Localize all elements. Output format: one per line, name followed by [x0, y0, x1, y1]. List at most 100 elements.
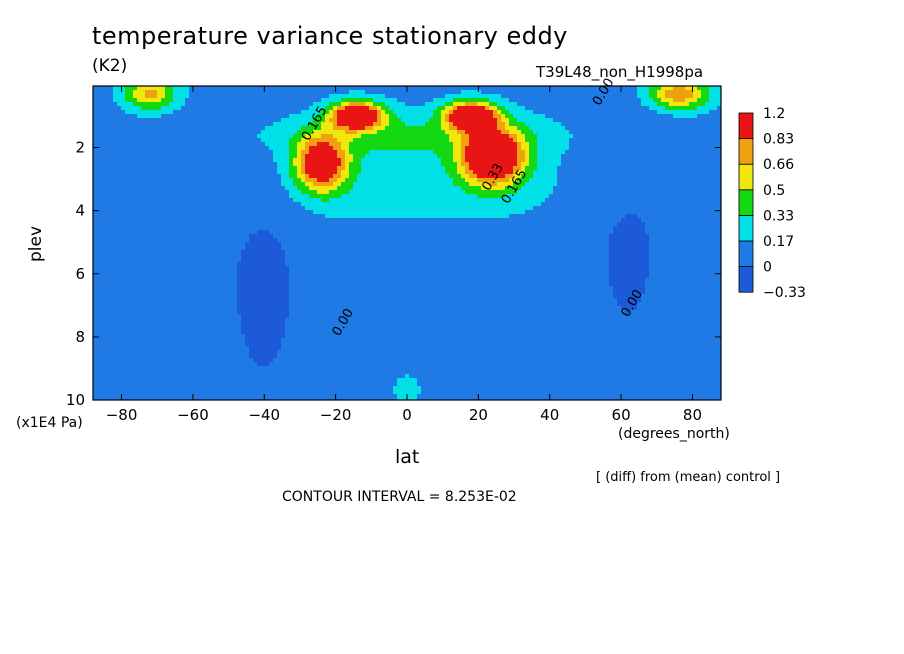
field-cell: [245, 218, 250, 223]
field-cell: [229, 382, 234, 387]
field-cell: [261, 158, 266, 163]
field-cell: [321, 138, 326, 143]
field-cell: [253, 122, 258, 127]
field-cell: [297, 262, 302, 267]
field-cell: [201, 122, 206, 127]
field-cell: [273, 134, 278, 139]
field-cell: [141, 326, 146, 331]
field-cell: [121, 190, 126, 195]
field-cell: [161, 162, 166, 167]
field-cell: [201, 378, 206, 383]
field-cell: [125, 210, 130, 215]
field-cell: [277, 98, 282, 103]
field-cell: [233, 358, 238, 363]
field-cell: [113, 230, 118, 235]
field-cell: [281, 182, 286, 187]
field-cell: [157, 266, 162, 271]
field-cell: [321, 222, 326, 227]
field-cell: [145, 374, 150, 379]
field-cell: [133, 342, 138, 347]
field-cell: [205, 282, 210, 287]
field-cell: [173, 262, 178, 267]
field-cell: [293, 210, 298, 215]
field-cell: [237, 270, 242, 275]
field-cell: [297, 246, 302, 251]
field-cell: [301, 158, 306, 163]
field-cell: [181, 298, 186, 303]
field-cell: [105, 138, 110, 143]
field-cell: [125, 390, 130, 395]
field-cell: [185, 234, 190, 239]
field-cell: [325, 338, 330, 343]
field-cell: [137, 198, 142, 203]
field-cell: [173, 178, 178, 183]
field-cell: [205, 290, 210, 295]
field-cell: [341, 190, 346, 195]
field-cell: [337, 86, 342, 91]
field-cell: [197, 258, 202, 263]
field-cell: [297, 314, 302, 319]
field-cell: [317, 342, 322, 347]
field-cell: [245, 166, 250, 171]
field-cell: [325, 286, 330, 291]
field-cell: [257, 326, 262, 331]
field-cell: [321, 214, 326, 219]
field-cell: [113, 150, 118, 155]
field-cell: [237, 346, 242, 351]
field-cell: [193, 98, 198, 103]
field-cell: [105, 106, 110, 111]
field-cell: [181, 94, 186, 99]
field-cell: [237, 354, 242, 359]
field-cell: [185, 178, 190, 183]
field-cell: [177, 170, 182, 175]
field-cell: [341, 110, 346, 115]
field-cell: [313, 86, 318, 91]
field-cell: [161, 166, 166, 171]
field-cell: [109, 386, 114, 391]
field-cell: [93, 138, 98, 143]
field-cell: [209, 166, 214, 171]
field-cell: [297, 234, 302, 239]
field-cell: [305, 306, 310, 311]
field-cell: [245, 350, 250, 355]
field-cell: [137, 270, 142, 275]
field-cell: [121, 202, 126, 207]
field-cell: [297, 370, 302, 375]
field-cell: [141, 294, 146, 299]
field-cell: [125, 218, 130, 223]
field-cell: [169, 254, 174, 259]
field-cell: [113, 266, 118, 271]
field-cell: [217, 386, 222, 391]
field-cell: [257, 262, 262, 267]
field-cell: [249, 218, 254, 223]
field-cell: [137, 122, 142, 127]
field-cell: [281, 214, 286, 219]
field-cell: [233, 106, 238, 111]
field-cell: [177, 258, 182, 263]
field-cell: [329, 218, 334, 223]
field-cell: [233, 178, 238, 183]
field-cell: [281, 346, 286, 351]
field-cell: [233, 210, 238, 215]
field-cell: [169, 186, 174, 191]
field-cell: [229, 126, 234, 131]
field-cell: [157, 114, 162, 119]
field-cell: [101, 182, 106, 187]
field-cell: [201, 318, 206, 323]
field-cell: [245, 318, 250, 323]
field-cell: [153, 266, 158, 271]
field-cell: [173, 362, 178, 367]
field-cell: [225, 142, 230, 147]
field-cell: [321, 198, 326, 203]
field-cell: [225, 102, 230, 107]
field-cell: [281, 122, 286, 127]
field-cell: [297, 194, 302, 199]
field-cell: [185, 386, 190, 391]
field-cell: [185, 382, 190, 387]
field-cell: [265, 346, 270, 351]
field-cell: [113, 398, 118, 400]
field-cell: [133, 302, 138, 307]
field-cell: [181, 366, 186, 371]
field-cell: [257, 338, 262, 343]
field-cell: [273, 138, 278, 143]
